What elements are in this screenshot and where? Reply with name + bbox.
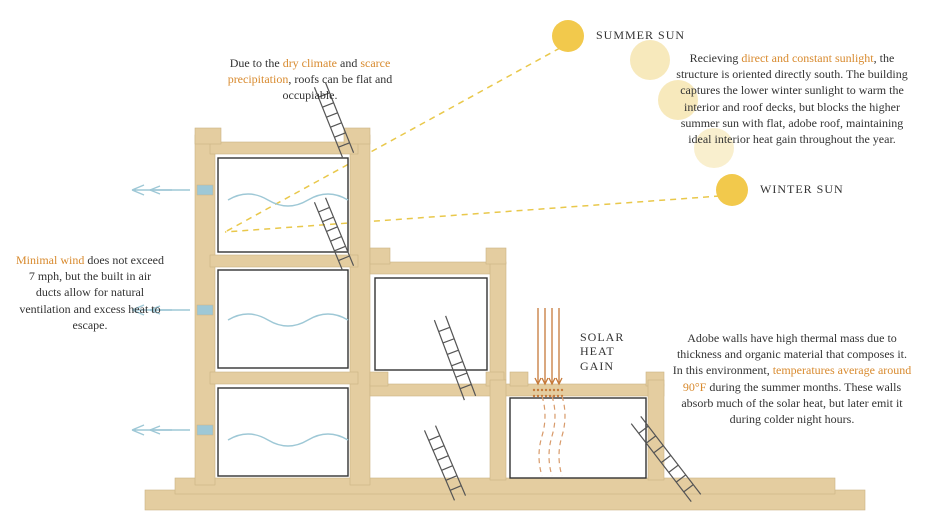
summer-sun-label: SUMMER SUN (596, 28, 685, 43)
roof-top (210, 142, 358, 154)
right-wall-outer (648, 380, 664, 480)
solar-dot (537, 395, 539, 397)
vent-0 (197, 185, 213, 195)
solar-dot (553, 395, 555, 397)
heat-emit-1 (549, 396, 555, 476)
solar-dot (549, 395, 551, 397)
room-outline-2 (218, 388, 348, 476)
parapet-low-2 (510, 372, 528, 386)
wind-wave-1 (228, 314, 348, 326)
pale-sun (630, 40, 670, 80)
thermal-mass-caption: Adobe walls have high thermal mass due t… (672, 330, 912, 427)
solar-dot (537, 389, 539, 391)
room-outline-4 (510, 398, 646, 478)
solar-heat-gain-label: SOLAR HEAT GAIN (580, 330, 624, 373)
room-outline-1 (218, 270, 348, 368)
winter-sun (716, 174, 748, 206)
parapet-top-r (344, 128, 370, 144)
winter-ray (225, 196, 720, 232)
solar-dot (545, 395, 547, 397)
parapet-low-0 (370, 372, 388, 386)
parapet-top-l (195, 128, 221, 144)
wind-caption: Minimal wind does not exceed 7 mph, but … (15, 252, 165, 333)
vent-2 (197, 425, 213, 435)
room-outline-3 (375, 278, 487, 370)
parapet-mid-l (370, 248, 390, 264)
wind-wave-2 (228, 434, 348, 446)
solar-dot (545, 389, 547, 391)
solar-dot (557, 395, 559, 397)
sun-caption: Recieving direct and constant sunlight, … (668, 50, 916, 147)
heat-emit-2 (559, 396, 565, 476)
summer-sun (552, 20, 584, 52)
ground-slab (175, 478, 835, 494)
floor-1 (210, 372, 358, 384)
solar-dot (533, 389, 535, 391)
vent-1 (197, 305, 213, 315)
parapet-mid-r (486, 248, 506, 264)
solar-dot (553, 389, 555, 391)
solar-dot (541, 389, 543, 391)
solar-dot (533, 395, 535, 397)
floor-2 (210, 255, 358, 267)
solar-dot (557, 389, 559, 391)
right-wall-inner (490, 380, 506, 480)
wind-wave-0 (228, 194, 348, 206)
roof-caption: Due to the dry climate and scarce precip… (205, 55, 415, 104)
solar-dot (549, 389, 551, 391)
winter-sun-label: WINTER SUN (760, 182, 844, 197)
solar-dot (561, 389, 563, 391)
mid-right-wall (490, 262, 506, 380)
heat-emit-0 (539, 396, 545, 476)
mid-wall (350, 135, 370, 485)
